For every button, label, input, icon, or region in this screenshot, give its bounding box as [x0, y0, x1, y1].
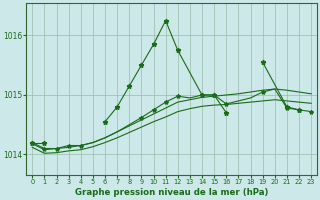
X-axis label: Graphe pression niveau de la mer (hPa): Graphe pression niveau de la mer (hPa)	[75, 188, 268, 197]
